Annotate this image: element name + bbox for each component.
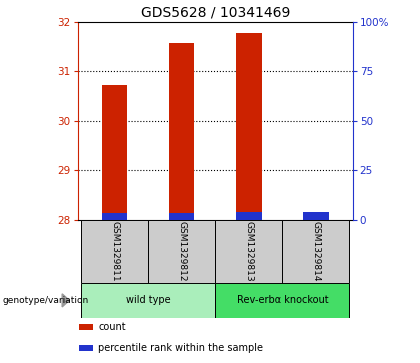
Bar <box>79 344 93 351</box>
Bar <box>79 323 93 330</box>
Bar <box>215 283 349 318</box>
Text: Rev-erbα knockout: Rev-erbα knockout <box>236 295 328 305</box>
Text: GSM1329812: GSM1329812 <box>177 221 186 282</box>
Text: count: count <box>98 322 126 332</box>
Bar <box>102 85 127 220</box>
Bar <box>236 33 262 220</box>
Bar <box>282 220 349 283</box>
Bar <box>215 220 282 283</box>
Text: percentile rank within the sample: percentile rank within the sample <box>98 343 263 353</box>
Bar <box>303 218 328 220</box>
Text: GSM1329813: GSM1329813 <box>244 221 253 282</box>
Bar <box>81 220 148 283</box>
Bar <box>169 42 194 220</box>
Bar <box>81 283 215 318</box>
Bar <box>148 220 215 283</box>
Bar <box>102 213 127 220</box>
Bar <box>236 212 262 220</box>
Text: wild type: wild type <box>126 295 171 305</box>
Bar <box>169 213 194 220</box>
Bar <box>303 212 328 220</box>
Text: GSM1329814: GSM1329814 <box>311 221 320 282</box>
Text: GSM1329811: GSM1329811 <box>110 221 119 282</box>
Title: GDS5628 / 10341469: GDS5628 / 10341469 <box>141 5 290 19</box>
Text: genotype/variation: genotype/variation <box>2 296 88 305</box>
